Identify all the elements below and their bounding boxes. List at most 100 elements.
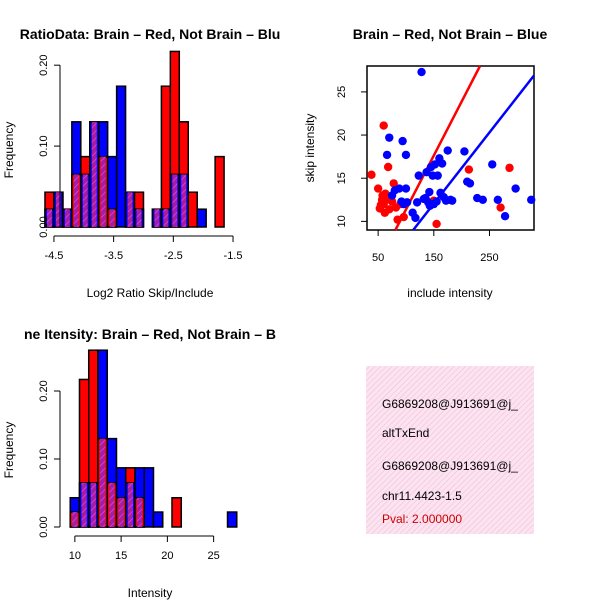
scatter-point-red (399, 212, 408, 222)
intensity-hist-bar-blue (143, 467, 155, 528)
ratio-hist-bar-red (160, 85, 172, 228)
ratio-hist-bar-overlap (109, 209, 115, 227)
intensity-hist-bar-overlap (127, 482, 133, 527)
scatter-point-blue (430, 160, 440, 169)
intensity-histogram-bars (69, 349, 238, 528)
intensity-histogram-xlabel: Intensity (128, 586, 173, 600)
scatter-point-blue (478, 195, 487, 204)
scatter-y-tick-label: 25 (336, 86, 348, 98)
ratio-hist-bar-blue (115, 85, 127, 228)
scatter-point-red (379, 121, 388, 130)
intensity-hist-bar-overlap (118, 497, 124, 527)
info-line-3: G6869208@J913691@j_ (382, 459, 518, 473)
scatter-point-red (373, 184, 383, 193)
ratio-hist-x-tick-label: -1.5 (224, 250, 243, 262)
ratio-hist-bar-overlap (91, 121, 97, 227)
scatter-point-blue (414, 171, 423, 180)
intensity-hist-y-tick-label: 0.20 (38, 380, 50, 401)
scatter-x-tick-label: 50 (372, 252, 384, 264)
ratio-hist-bar-overlap (172, 174, 178, 227)
scatter-point-blue (447, 196, 457, 205)
scatter-point-red (387, 197, 397, 206)
info-line-4: chr11.4423-1.5 (382, 489, 462, 503)
scatter-point-blue (432, 197, 441, 206)
ratio-histogram-bars (44, 50, 225, 228)
intensity-hist-x-tick-label: 15 (115, 550, 127, 562)
scatter-point-blue (425, 187, 434, 197)
info-line-2: altTxEnd (382, 426, 429, 440)
scatter-plot-frame (366, 65, 535, 231)
scatter-point-blue (417, 67, 426, 77)
scatter-y-tick-label: 10 (336, 215, 348, 227)
scatter-point-red (464, 165, 474, 174)
scatter-axes: 50 150 250 10 15 20 25 (336, 86, 499, 264)
scatter-point-blue (401, 150, 411, 160)
intensity-hist-bar-overlap (90, 482, 96, 527)
scatter-point-red (432, 219, 441, 229)
intensity-hist-bar-overlap (136, 497, 143, 527)
ratio-histogram-ylabel: Frequency (2, 122, 16, 179)
pval-text: Pval: 2.000000 (382, 512, 462, 526)
scatter-point-blue (511, 184, 520, 193)
ratio-hist-x-tick-label: -2.5 (164, 250, 183, 262)
ratio-hist-x-tick-label: -4.5 (44, 250, 63, 262)
scatter-point-blue (460, 147, 469, 156)
intensity-histogram-axes: 10 15 20 25 0.00 0.10 0.20 (38, 380, 220, 562)
scatter-xlabel: include intensity (407, 286, 492, 300)
info-box-panel: G6869208@J913691@j_ altTxEnd G6869208@J9… (366, 366, 534, 534)
info-line-1: G6869208@J913691@j_ (382, 397, 518, 411)
intensity-histogram-title: ne Itensity: Brain – Red, Not Brain – B (24, 326, 276, 342)
ratio-hist-bar-overlap (136, 209, 142, 227)
scatter-y-tick-label: 15 (336, 172, 348, 184)
ratio-histogram-xlabel: Log2 Ratio Skip/Include (87, 286, 214, 300)
intensity-histogram-panel: ne Itensity: Brain – Red, Not Brain – B … (2, 326, 276, 600)
intensity-scatter-panel: Brain – Red, Not Brain – Blue 50 150 250 10… (303, 26, 547, 300)
scatter-point-red (389, 179, 398, 188)
scatter-point-red (367, 170, 376, 179)
intensity-hist-bar-overlap (99, 438, 106, 527)
scatter-point-blue (402, 198, 412, 207)
ratio-histogram-panel: RatioData: Brain – Red, Not Brain – Blu … (2, 26, 280, 300)
intensity-histogram-ylabel: Frequency (2, 422, 16, 479)
intensity-hist-bar-red (171, 497, 183, 528)
ratio-hist-bar-red (187, 191, 198, 228)
ratio-hist-bar-overlap (100, 156, 106, 227)
scatter-points (367, 67, 536, 229)
intensity-hist-x-tick-label: 10 (69, 550, 81, 562)
scatter-point-blue (411, 213, 420, 223)
ratio-hist-bar-overlap (73, 174, 79, 227)
scatter-point-blue (382, 150, 392, 160)
ratio-hist-y-tick-label: 0.10 (38, 135, 50, 156)
scatter-title: Brain – Red, Not Brain – Blue (353, 26, 548, 42)
intensity-hist-bar-overlap (109, 482, 115, 527)
intensity-hist-y-tick-label: 0.00 (38, 516, 50, 537)
scatter-point-blue (395, 184, 404, 193)
scatter-point-red (496, 203, 505, 212)
ratio-hist-bar-overlap (181, 174, 187, 227)
ratio-hist-x-tick-label: -3.5 (104, 250, 123, 262)
scatter-point-red (505, 163, 514, 173)
ratio-histogram-axes: -4.5 -3.5 -2.5 -1.5 0.00 0.10 0.20 (38, 54, 243, 262)
scatter-point-blue (465, 179, 475, 188)
scatter-point-blue (493, 195, 503, 204)
ratio-hist-bar-overlap (154, 209, 160, 227)
ratio-hist-bar-red (214, 155, 225, 228)
ratio-hist-bar-overlap (82, 174, 88, 227)
scatter-point-blue (437, 159, 447, 168)
scatter-point-blue (401, 184, 411, 193)
ratio-hist-y-tick-label: 0.20 (38, 54, 50, 75)
scatter-point-blue (488, 160, 497, 169)
intensity-hist-bar-blue (152, 511, 164, 528)
scatter-y-tick-label: 20 (336, 129, 348, 141)
scatter-point-blue (385, 133, 394, 142)
ratio-hist-bar-overlap (127, 192, 133, 227)
ratio-histogram-title: RatioData: Brain – Red, Not Brain – Blu (20, 26, 281, 42)
scatter-x-tick-label: 150 (425, 252, 443, 264)
scatter-point-red (383, 162, 393, 172)
intensity-hist-y-tick-label: 0.10 (38, 448, 50, 469)
intensity-hist-bar-overlap (72, 512, 78, 527)
scatter-point-blue (443, 146, 452, 155)
scatter-point-blue (412, 198, 422, 207)
